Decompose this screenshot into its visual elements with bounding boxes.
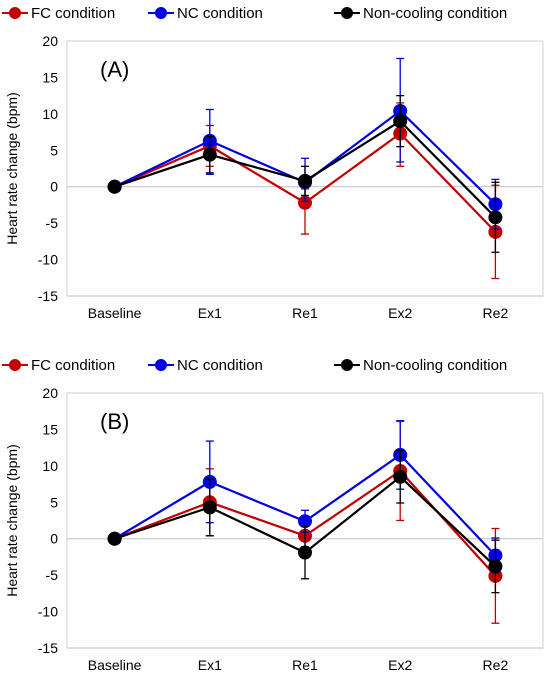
- y-tick-label: -15: [38, 288, 58, 304]
- panel-label: (B): [100, 409, 129, 434]
- panel-label: (A): [100, 57, 129, 82]
- y-tick-label: 5: [50, 494, 58, 510]
- legend-label-noncool: Non-cooling condition: [363, 4, 508, 22]
- y-tick-label: 20: [42, 385, 58, 401]
- legend-item-nc: NC condition: [148, 3, 263, 23]
- chart-panel-a: FC condition NC condition Non-cooling co…: [0, 0, 550, 336]
- x-tick-label: Re2: [483, 305, 509, 321]
- series-noncool: [107, 94, 503, 253]
- data-point: [202, 500, 217, 515]
- chart-legend: FC condition NC condition Non-cooling co…: [0, 355, 550, 375]
- legend-marker-nc: [148, 355, 174, 375]
- x-tick-label: Re2: [483, 657, 509, 673]
- x-tick-label: Baseline: [88, 657, 142, 673]
- chart-plot: -15 -10 -5 0 5 10 15 20 Baseline Ex1 Re1 Ex2 Re2 Hear…: [4, 385, 544, 673]
- x-tick-label: Ex1: [198, 657, 222, 673]
- y-axis-label: Heart rate change (bpm): [4, 92, 20, 245]
- chart-legend: FC condition NC condition Non-cooling co…: [0, 3, 550, 23]
- y-tick-label: -5: [46, 567, 59, 583]
- x-tick-label: Re1: [292, 305, 318, 321]
- data-point: [202, 147, 217, 162]
- data-point: [393, 114, 408, 129]
- y-tick-label: -5: [46, 215, 59, 231]
- y-tick-label: 0: [50, 531, 58, 547]
- legend-marker-nc: [148, 3, 174, 23]
- legend-label-fc: FC condition: [31, 356, 116, 374]
- series-noncool: [107, 449, 503, 594]
- x-tick-label: Ex2: [388, 657, 412, 673]
- legend-marker-fc: [2, 3, 28, 23]
- data-point: [298, 173, 312, 188]
- legend-marker-noncool: [334, 355, 360, 375]
- y-tick-label: 20: [42, 33, 58, 49]
- legend-label-fc: FC condition: [31, 4, 116, 22]
- y-tick-label: -10: [38, 604, 58, 620]
- legend-marker-noncool: [334, 3, 360, 23]
- legend-item-nc: NC condition: [148, 355, 263, 375]
- legend-item-noncool: Non-cooling condition: [334, 3, 507, 23]
- y-tick-label: 10: [42, 106, 58, 122]
- data-point: [393, 469, 408, 484]
- y-tick-label: -15: [38, 640, 58, 656]
- legend-item-noncool: Non-cooling condition: [334, 355, 507, 375]
- y-tick-label: 15: [42, 69, 58, 85]
- data-point: [488, 559, 503, 574]
- x-tick-label: Baseline: [88, 305, 142, 321]
- chart-plot: -15 -10 -5 0 5 10 15 20 Baseline Ex1 Re1 Ex2 Re2 Hear…: [4, 33, 544, 321]
- x-tick-label: Ex1: [198, 305, 222, 321]
- data-point: [298, 195, 312, 210]
- x-tick-label: Re1: [292, 657, 318, 673]
- data-point: [488, 210, 503, 225]
- legend-marker-fc: [2, 355, 28, 375]
- legend-label-nc: NC condition: [177, 356, 263, 374]
- legend-item-fc: FC condition: [2, 355, 115, 375]
- y-tick-label: 0: [50, 179, 58, 195]
- y-tick-label: 5: [50, 142, 58, 158]
- y-tick-label: 10: [42, 458, 58, 474]
- data-point: [107, 179, 122, 194]
- data-point: [298, 514, 312, 529]
- legend-label-noncool: Non-cooling condition: [363, 356, 508, 374]
- data-point: [107, 531, 122, 546]
- data-point: [298, 545, 312, 560]
- legend-item-fc: FC condition: [2, 3, 115, 23]
- y-axis-label: Heart rate change (bpm): [4, 444, 20, 597]
- x-tick-label: Ex2: [388, 305, 412, 321]
- y-tick-label: -10: [38, 252, 58, 268]
- y-tick-label: 15: [42, 421, 58, 437]
- legend-label-nc: NC condition: [177, 4, 263, 22]
- chart-panel-b: FC condition NC condition Non-cooling co…: [0, 352, 550, 688]
